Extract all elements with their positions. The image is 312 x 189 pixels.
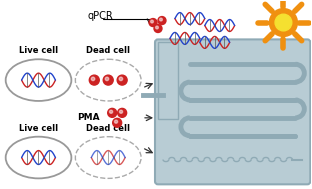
Circle shape — [103, 75, 113, 85]
Circle shape — [275, 14, 292, 31]
Text: qPCR: qPCR — [87, 11, 113, 21]
Circle shape — [270, 9, 297, 36]
Circle shape — [149, 19, 157, 26]
FancyBboxPatch shape — [158, 42, 178, 119]
Circle shape — [115, 120, 118, 123]
Text: PMA: PMA — [78, 113, 100, 122]
Text: Dead cell: Dead cell — [86, 46, 130, 55]
Circle shape — [118, 108, 127, 117]
Circle shape — [158, 17, 166, 25]
Text: Live cell: Live cell — [19, 46, 58, 55]
Circle shape — [154, 25, 162, 33]
Circle shape — [108, 108, 117, 117]
Circle shape — [91, 77, 95, 81]
Circle shape — [119, 77, 123, 81]
FancyBboxPatch shape — [155, 40, 310, 184]
Circle shape — [151, 20, 154, 23]
Circle shape — [119, 110, 123, 113]
Circle shape — [117, 75, 127, 85]
Circle shape — [113, 118, 122, 127]
Text: Dead cell: Dead cell — [86, 124, 130, 133]
Circle shape — [156, 26, 158, 29]
Circle shape — [105, 77, 109, 81]
Circle shape — [159, 18, 162, 21]
Text: Live cell: Live cell — [19, 124, 58, 133]
Circle shape — [89, 75, 99, 85]
Circle shape — [110, 110, 113, 113]
